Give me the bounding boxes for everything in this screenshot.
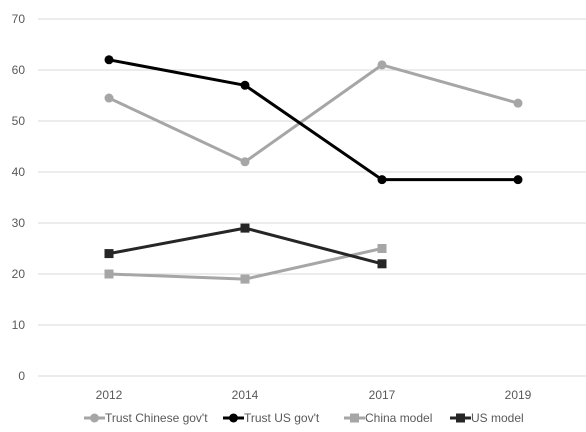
series-line-trust-chinese-gov-t: [108, 63, 519, 164]
y-tick-label: 60: [12, 63, 26, 77]
legend-marker: [350, 413, 359, 423]
data-point: [377, 175, 387, 185]
x-tick-label: 2017: [369, 388, 396, 402]
data-point: [104, 269, 114, 279]
legend-marker: [456, 413, 465, 423]
gridlines: [38, 18, 586, 377]
data-point: [104, 93, 114, 103]
data-point: [377, 60, 387, 70]
data-point: [240, 274, 250, 284]
legend-marker: [229, 413, 238, 423]
data-point: [240, 80, 250, 90]
data-point: [513, 175, 523, 185]
data-point: [104, 249, 114, 259]
legend-label: Trust Chinese gov't: [105, 411, 208, 425]
legend-label: US model: [471, 411, 524, 425]
data-point: [104, 55, 114, 65]
y-tick-label: 40: [12, 165, 26, 179]
axes: 0 10 20 30 40 50 60 70 2012 2014 2017 2019: [12, 12, 532, 402]
series-line-trust-us-gov-t: [108, 58, 518, 182]
legend-label: China model: [365, 411, 432, 425]
legend: Trust Chinese gov't Trust US gov't China m…: [84, 411, 524, 425]
x-tick-label: 2019: [505, 388, 532, 402]
data-point: [513, 98, 523, 108]
series: [104, 55, 523, 284]
data-point: [377, 244, 387, 253]
legend-label: Trust US gov't: [244, 411, 320, 425]
y-tick-label: 30: [12, 216, 26, 230]
y-tick-label: 50: [12, 114, 26, 128]
y-tick-label: 10: [12, 318, 26, 332]
y-tick-label: 0: [18, 369, 25, 383]
x-tick-label: 2012: [96, 388, 123, 402]
legend-marker: [90, 413, 99, 423]
y-tick-label: 70: [12, 12, 26, 26]
data-point: [377, 259, 387, 269]
y-tick-label: 20: [12, 267, 26, 281]
data-point: [240, 157, 250, 167]
x-tick-label: 2014: [232, 388, 259, 402]
data-point: [240, 223, 250, 233]
